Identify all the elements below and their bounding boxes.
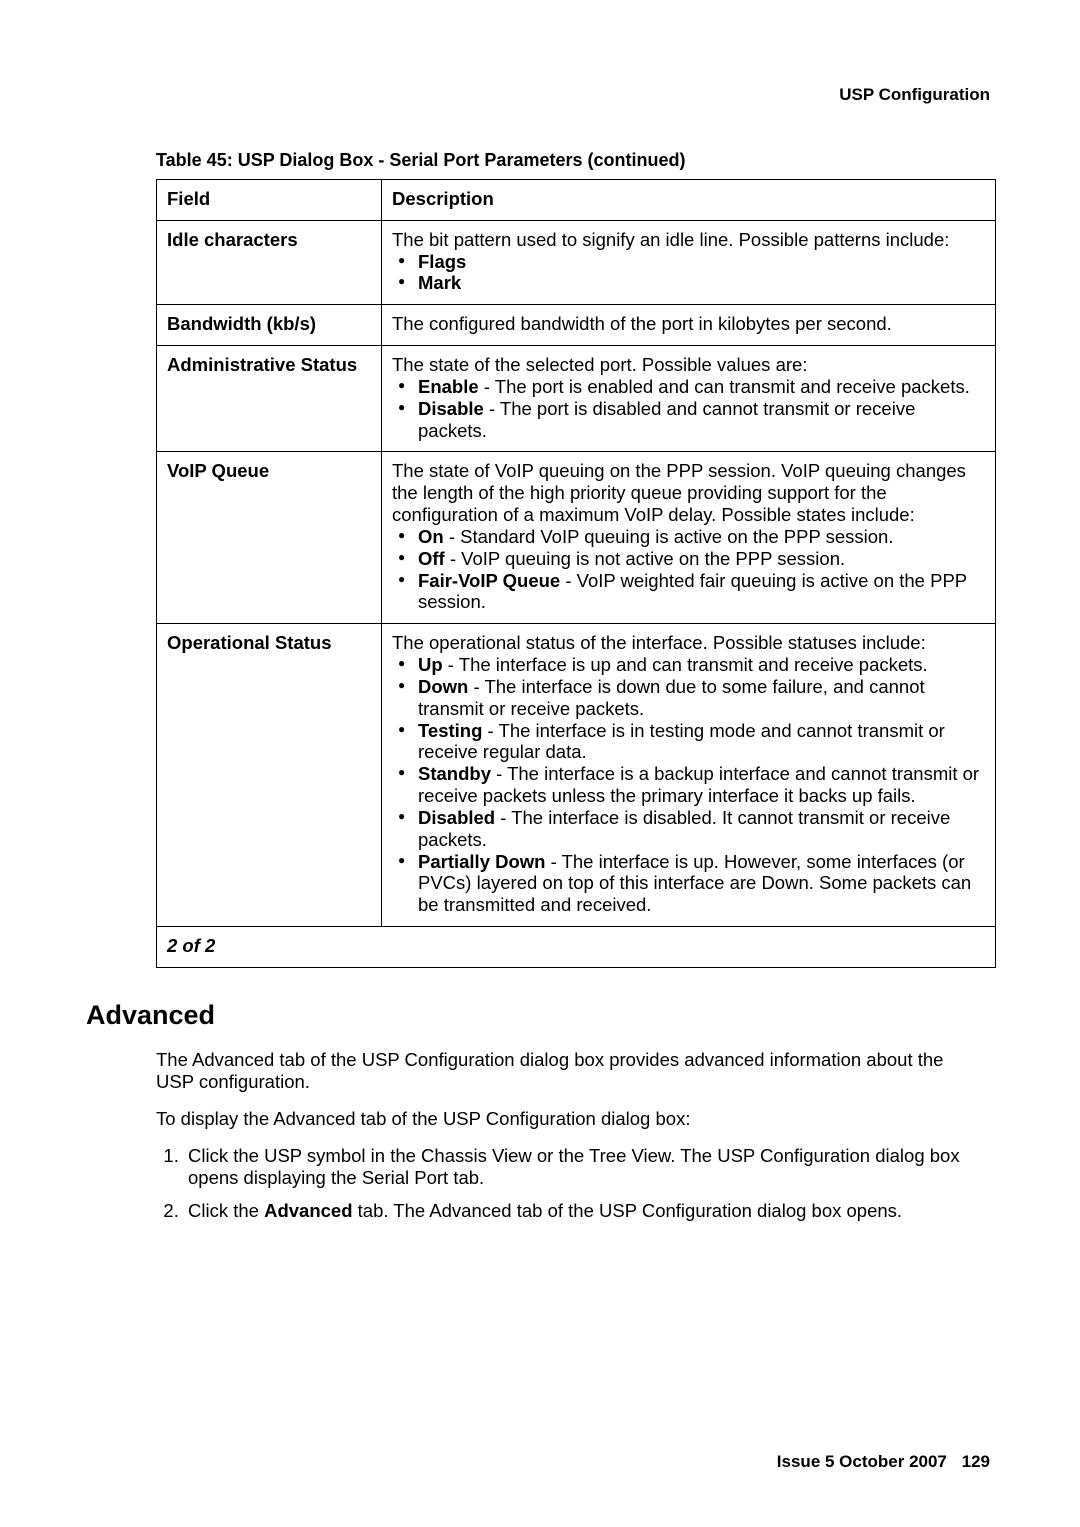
bullet-text: - The interface is up and can transmit a… xyxy=(443,654,928,675)
step-bold: Advanced xyxy=(264,1200,352,1221)
list-item: Off - VoIP queuing is not active on the … xyxy=(418,548,985,570)
step-text: tab. The Advanced tab of the USP Configu… xyxy=(353,1200,903,1221)
bullet-bold: Mark xyxy=(418,272,461,293)
list-item: Testing - The interface is in testing mo… xyxy=(418,720,985,764)
list-item: Disabled - The interface is disabled. It… xyxy=(418,807,985,851)
step-text: Click the xyxy=(188,1200,264,1221)
list-item: Up - The interface is up and can transmi… xyxy=(418,654,985,676)
bullet-bold: Fair-VoIP Queue xyxy=(418,570,560,591)
bullet-list: Flags Mark xyxy=(392,251,985,295)
table-row: VoIP Queue The state of VoIP queuing on … xyxy=(157,452,996,624)
section-paragraph: The Advanced tab of the USP Configuratio… xyxy=(156,1049,986,1094)
bullet-text: - Standard VoIP queuing is active on the… xyxy=(444,526,894,547)
desc-intro: The state of VoIP queuing on the PPP ses… xyxy=(392,460,966,525)
bullet-text: - VoIP queuing is not active on the PPP … xyxy=(445,548,845,569)
bullet-bold: Up xyxy=(418,654,443,675)
bullet-text: - The interface is down due to some fail… xyxy=(418,676,925,719)
list-item: On - Standard VoIP queuing is active on … xyxy=(418,526,985,548)
bullet-list: Enable - The port is enabled and can tra… xyxy=(392,376,985,441)
steps-list: Click the USP symbol in the Chassis View… xyxy=(184,1145,984,1223)
step-item: Click the Advanced tab. The Advanced tab… xyxy=(184,1200,984,1223)
list-item: Standby - The interface is a backup inte… xyxy=(418,763,985,807)
bullet-bold: On xyxy=(418,526,444,547)
table-pager: 2 of 2 xyxy=(157,927,996,968)
header-section-label: USP Configuration xyxy=(839,85,990,105)
field-label: Administrative Status xyxy=(157,346,382,452)
field-description: The state of VoIP queuing on the PPP ses… xyxy=(382,452,996,624)
table-row: Bandwidth (kb/s) The configured bandwidt… xyxy=(157,305,996,346)
footer-issue: Issue 5 October 2007 xyxy=(777,1452,947,1471)
bullet-text: - The interface is in testing mode and c… xyxy=(418,720,945,763)
bullet-bold: Off xyxy=(418,548,445,569)
footer-page-number: 129 xyxy=(962,1452,990,1471)
table-row: Idle characters The bit pattern used to … xyxy=(157,220,996,304)
bullet-bold: Standby xyxy=(418,763,491,784)
table-header-row: Field Description xyxy=(157,180,996,221)
list-item: Disable - The port is disabled and canno… xyxy=(418,398,985,442)
list-item: Fair-VoIP Queue - VoIP weighted fair que… xyxy=(418,570,985,614)
desc-intro: The operational status of the interface.… xyxy=(392,632,926,653)
field-label: VoIP Queue xyxy=(157,452,382,624)
list-item: Partially Down - The interface is up. Ho… xyxy=(418,851,985,916)
bullet-bold: Flags xyxy=(418,251,466,272)
bullet-text: - The interface is a backup interface an… xyxy=(418,763,979,806)
bullet-text: - The port is enabled and can transmit a… xyxy=(479,376,970,397)
table-row: Operational Status The operational statu… xyxy=(157,624,996,927)
list-item: Enable - The port is enabled and can tra… xyxy=(418,376,985,398)
field-description: The state of the selected port. Possible… xyxy=(382,346,996,452)
list-item: Flags xyxy=(418,251,985,273)
table-pager-row: 2 of 2 xyxy=(157,927,996,968)
field-label: Bandwidth (kb/s) xyxy=(157,305,382,346)
bullet-bold: Partially Down xyxy=(418,851,545,872)
list-item: Down - The interface is down due to some… xyxy=(418,676,985,720)
bullet-bold: Disabled xyxy=(418,807,495,828)
col-field: Field xyxy=(157,180,382,221)
bullet-text: - The port is disabled and cannot transm… xyxy=(418,398,915,441)
desc-intro: The bit pattern used to signify an idle … xyxy=(392,229,949,250)
field-label: Operational Status xyxy=(157,624,382,927)
bullet-list: Up - The interface is up and can transmi… xyxy=(392,654,985,916)
list-item: Mark xyxy=(418,272,985,294)
table-row: Administrative Status The state of the s… xyxy=(157,346,996,452)
page-footer: Issue 5 October 2007 129 xyxy=(777,1452,990,1472)
field-description: The bit pattern used to signify an idle … xyxy=(382,220,996,304)
col-description: Description xyxy=(382,180,996,221)
parameters-table: Field Description Idle characters The bi… xyxy=(156,179,996,968)
bullet-bold: Down xyxy=(418,676,468,697)
bullet-bold: Enable xyxy=(418,376,479,397)
section-heading: Advanced xyxy=(86,1000,994,1031)
step-item: Click the USP symbol in the Chassis View… xyxy=(184,1145,984,1190)
field-description: The configured bandwidth of the port in … xyxy=(382,305,996,346)
bullet-bold: Disable xyxy=(418,398,484,419)
section-paragraph: To display the Advanced tab of the USP C… xyxy=(156,1108,986,1131)
desc-intro: The state of the selected port. Possible… xyxy=(392,354,807,375)
bullet-list: On - Standard VoIP queuing is active on … xyxy=(392,526,985,613)
bullet-bold: Testing xyxy=(418,720,482,741)
table-caption: Table 45: USP Dialog Box - Serial Port P… xyxy=(156,150,994,171)
field-description: The operational status of the interface.… xyxy=(382,624,996,927)
bullet-text: - The interface is disabled. It cannot t… xyxy=(418,807,950,850)
field-label: Idle characters xyxy=(157,220,382,304)
